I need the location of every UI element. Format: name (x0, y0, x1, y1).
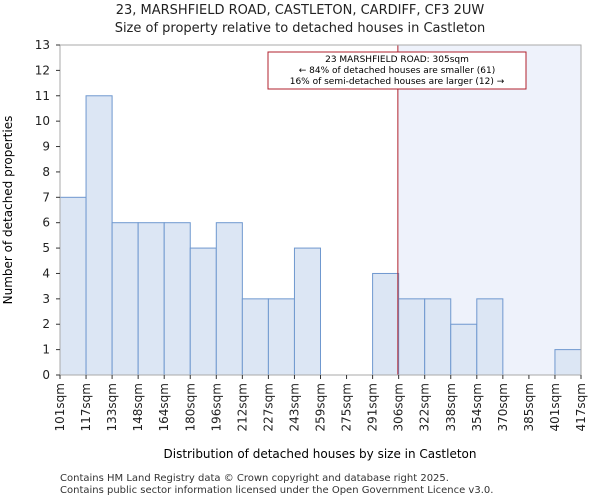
y-tick-label: 12 (35, 63, 50, 77)
annotation-line-2: ← 84% of detached houses are smaller (61… (299, 66, 496, 76)
bar-291sqm (372, 272, 400, 376)
y-tick-label: 0 (42, 368, 50, 382)
bar-101sqm (59, 196, 87, 376)
x-tick-label: 164sqm (157, 383, 171, 431)
x-tick-label: 322sqm (418, 383, 432, 431)
x-tick-label: 370sqm (496, 383, 510, 431)
chart-title: 23, MARSHFIELD ROAD, CASTLETON, CARDIFF,… (115, 3, 485, 18)
footer-line-1: Contains HM Land Registry data © Crown c… (60, 473, 449, 484)
x-tick-label: 243sqm (287, 383, 301, 431)
bar-243sqm (293, 247, 322, 376)
y-tick-label: 6 (42, 216, 50, 230)
y-tick-label: 5 (42, 241, 50, 255)
bar-212sqm (241, 298, 269, 376)
x-tick-label: 117sqm (79, 383, 93, 431)
y-tick-label: 10 (35, 114, 50, 128)
bar-133sqm (111, 222, 139, 376)
annotation-line-1: 23 MARSHFIELD ROAD: 305sqm (325, 55, 469, 65)
footer-line-2: Contains public sector information licen… (60, 485, 494, 496)
x-tick-label: 212sqm (235, 383, 249, 431)
bar-401sqm (554, 349, 582, 376)
annotation-box (267, 51, 527, 90)
bar-322sqm (424, 298, 452, 376)
x-tick-label: 275sqm (340, 383, 354, 431)
x-tick-label: 227sqm (261, 383, 275, 431)
y-tick-label: 7 (42, 190, 50, 204)
bar-148sqm (137, 222, 165, 376)
bar-164sqm (163, 222, 191, 376)
x-tick-label: 417sqm (574, 383, 588, 431)
x-tick-label: 259sqm (314, 383, 328, 431)
x-tick-label: 354sqm (470, 383, 484, 431)
bar-117sqm (85, 95, 113, 376)
x-tick-label: 385sqm (522, 383, 536, 431)
x-tick-label: 306sqm (392, 383, 406, 431)
x-tick-label: 291sqm (366, 383, 380, 431)
y-tick-label: 2 (42, 317, 50, 331)
y-tick-label: 9 (42, 140, 50, 154)
bar-354sqm (476, 298, 504, 376)
x-tick-label: 133sqm (105, 383, 119, 431)
y-tick-label: 3 (42, 292, 50, 306)
x-tick-label: 401sqm (548, 383, 562, 431)
bar-227sqm (267, 298, 295, 376)
x-tick-label: 338sqm (444, 383, 458, 431)
x-tick-label: 180sqm (183, 383, 197, 431)
y-tick-label: 13 (35, 38, 50, 52)
x-tick-label: 148sqm (131, 383, 145, 431)
annotation-line-3: 16% of semi-detached houses are larger (… (290, 77, 505, 87)
bar-306sqm (398, 298, 426, 376)
y-tick-label: 1 (42, 343, 50, 357)
bar-338sqm (450, 323, 478, 376)
y-tick-label: 4 (42, 266, 50, 280)
x-tick-label: 196sqm (209, 383, 223, 431)
y-tick-label: 8 (42, 165, 50, 179)
y-axis-label: Number of detached properties (1, 116, 15, 305)
chart-subtitle: Size of property relative to detached ho… (114, 21, 486, 36)
property-annotation: 23 MARSHFIELD ROAD: 305sqm ← 84% of deta… (267, 51, 527, 90)
x-axis-label: Distribution of detached houses by size … (164, 447, 477, 461)
x-tick-label: 101sqm (53, 383, 67, 431)
y-tick-label: 11 (35, 89, 50, 103)
bar-180sqm (189, 247, 217, 376)
bar-196sqm (215, 222, 243, 376)
